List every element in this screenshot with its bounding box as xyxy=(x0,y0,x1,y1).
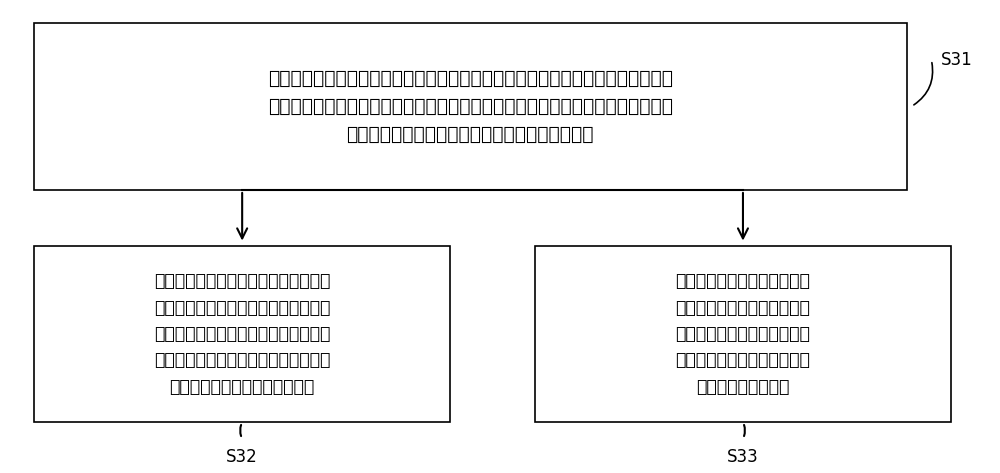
Text: 获取所述局部域对应的位图，所述位图表示的状态包括：所述局部域内所有端口号
处于待分配状态、所述局部域内所有端口号处于待释放状态、所述局部域内部分端
口号处于待分: 获取所述局部域对应的位图，所述位图表示的状态包括：所述局部域内所有端口号 处于待… xyxy=(268,69,673,144)
Text: 如果所述位图表示的状态是所
述局部域内部分端口号处于待
分配状态且部分端口号处于待
释放状态，则判断出不在所述
局部域中分配端口号: 如果所述位图表示的状态是所 述局部域内部分端口号处于待 分配状态且部分端口号处于… xyxy=(676,272,810,396)
Text: 如果所述位图表示的状态是所述局部域
内所有端口号处于待分配状态，或者，
所述局部域内部分端口号处于待分配状
态且部分端口号处于待释放状态，则判
断出在所述局部域: 如果所述位图表示的状态是所述局部域 内所有端口号处于待分配状态，或者， 所述局部… xyxy=(154,272,330,396)
FancyBboxPatch shape xyxy=(535,246,951,422)
Text: S32: S32 xyxy=(226,448,258,466)
Text: S33: S33 xyxy=(727,448,759,466)
FancyBboxPatch shape xyxy=(34,246,450,422)
FancyBboxPatch shape xyxy=(34,23,907,190)
Text: S31: S31 xyxy=(941,51,973,69)
